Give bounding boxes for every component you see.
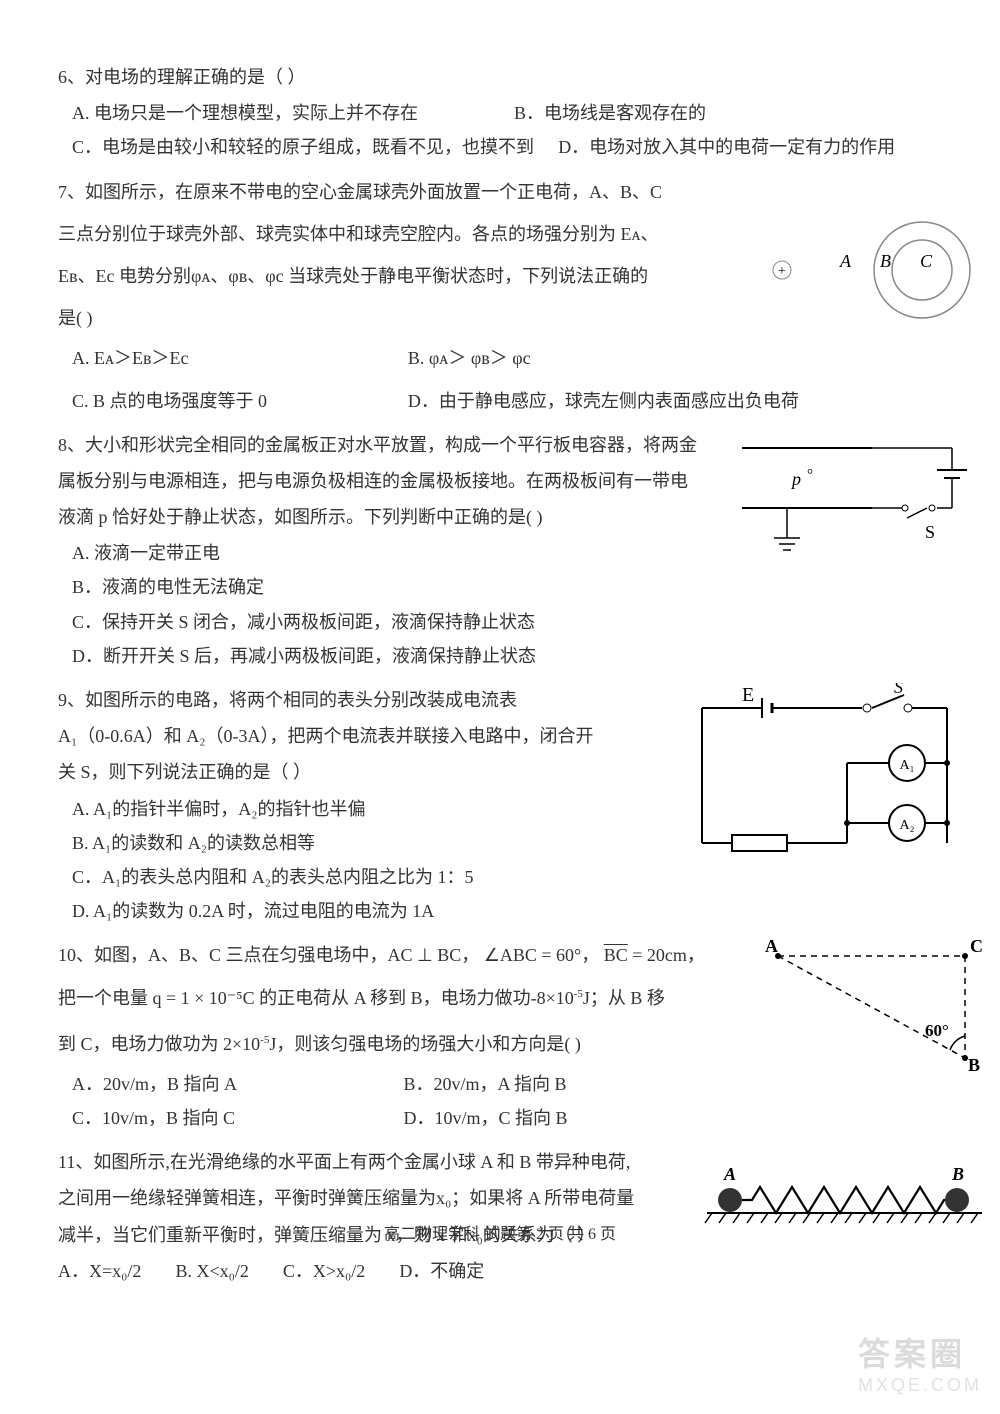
q10-s1c: BC [604, 945, 628, 965]
q11-opt-c: C．X>x₀/2 [283, 1254, 365, 1288]
q7-stem-1: 7、如图所示，在原来不带电的空心金属球壳外面放置一个正电荷，A、B、C [58, 175, 942, 209]
q8-dot: ° [807, 467, 813, 483]
q10-s3b: -5 [260, 1034, 269, 1046]
q10-opt-a: A．20v/m，B 指向 A [58, 1067, 390, 1101]
q10-s2b: -5 [574, 988, 583, 1000]
q7-opt-c: C. B 点的电场强度等于 0 [58, 384, 394, 418]
q7-opt-a: A. Eᴀ＞Eв＞Eс [58, 341, 394, 375]
q10-opt-d: D．10v/m，C 指向 B [390, 1101, 722, 1135]
q8-opt-d: D．断开开关 S 后，再减小两极板间距，液滴保持静止状态 [58, 639, 942, 673]
page-footer: 高二物理学科 试题第 2 页 共 6 页 [0, 1220, 1000, 1244]
question-8: 8、大小和形状完全相同的金属板正对水平放置，构成一个平行板电容器，将两金 属板分… [58, 428, 942, 673]
q10-label-a: A [765, 938, 778, 956]
question-9: 9、如图所示的电路，将两个相同的表头分别改装成电流表 A₁（0-0.6A）和 A… [58, 683, 942, 928]
q10-options: A．20v/m，B 指向 A B．20v/m，A 指向 B C．10v/m，B … [58, 1067, 721, 1135]
q7-opt-d: D．由于静电感应，球壳左侧内表面感应出负电荷 [394, 384, 942, 418]
q9-label-a1: A₁ [900, 758, 915, 773]
question-11: 11、如图所示,在光滑绝缘的水平面上有两个金属小球 A 和 B 带异种电荷, 之… [58, 1145, 942, 1288]
q6-opt-b: B．电场线是客观存在的 [500, 96, 942, 130]
q7-options: A. Eᴀ＞Eв＞Eс B. φᴀ＞ φв＞ φс C. B 点的电场强度等于 … [58, 341, 942, 417]
q6-opt-a: A. 电场只是一个理想模型，实际上并不存在 [58, 96, 500, 130]
q9-figure: E S A₁ A₂ [682, 683, 972, 863]
q6-stem: 6、对电场的理解正确的是（ ） [58, 60, 942, 94]
q6-options: A. 电场只是一个理想模型，实际上并不存在 B．电场线是客观存在的 C．电场是由… [58, 96, 942, 164]
watermark-top: 答案圈 [858, 1329, 982, 1375]
watermark-bottom: MXQE.COM [858, 1375, 982, 1396]
watermark: 答案圈 MXQE.COM [858, 1329, 982, 1396]
q11-options: A．X=x₀/2 B. X<x₀/2 C．X>x₀/2 D．不确定 [58, 1254, 942, 1288]
q10-label-ang: 60° [925, 1021, 949, 1040]
question-7: 7、如图所示，在原来不带电的空心金属球壳外面放置一个正电荷，A、B、C 三点分别… [58, 175, 942, 418]
q11-opt-b: B. X<x₀/2 [175, 1254, 248, 1288]
q9-opt-c: C．A₁的表头总内阻和 A₂的表头总内阻之比为 1：5 [58, 860, 942, 894]
q10-opt-b: B．20v/m，A 指向 B [390, 1067, 722, 1101]
q10-label-c: C [970, 938, 983, 956]
q10-s1d: = 20cm， [632, 945, 705, 965]
q11-label-b: B [951, 1165, 964, 1184]
q7-opt-b: B. φᴀ＞ φв＞ φс [394, 341, 942, 375]
q9-label-e: E [742, 684, 754, 706]
q11-opt-d: D．不确定 [399, 1254, 484, 1288]
q6-opt-d: D．电场对放入其中的电荷一定有力的作用 [544, 130, 942, 164]
q8-label-s: S [925, 522, 935, 542]
question-10: 10、如图，A、B、C 三点在匀强电场中，AC ⊥ BC， ∠ABC = 60°… [58, 938, 942, 1135]
q10-figure: A C B 60° [760, 938, 990, 1078]
q8-label-p: p [790, 469, 801, 489]
q8-figure: p ° S [722, 430, 982, 570]
q10-s3a: 到 C，电场力做功为 2×10 [58, 1034, 260, 1054]
q10-opt-c: C．10v/m，B 指向 C [58, 1101, 390, 1135]
q10-label-b: B [968, 1055, 980, 1075]
q9-label-a2: A₂ [900, 818, 915, 833]
q8-opt-c: C．保持开关 S 闭合，减小两极板间距，液滴保持静止状态 [58, 605, 942, 639]
q10-s3c: J，则该匀强电场的场强大小和方向是( ) [269, 1034, 581, 1054]
q10-s1a: 10、如图，A、B、C 三点在匀强电场中，AC ⊥ BC， [58, 945, 479, 965]
q7-label-c: C [920, 251, 933, 271]
q10-s2a: 把一个电量 q = 1 × 10⁻⁵C 的正电荷从 A 移到 B，电场力做功-8… [58, 988, 574, 1008]
q8-opt-b: B．液滴的电性无法确定 [58, 570, 942, 604]
q6-opt-c: C．电场是由较小和较轻的原子组成，既看不见，也摸不到 [58, 130, 544, 164]
q10-s1b: ∠ABC = 60°， [484, 945, 600, 965]
q10-s2c: J；从 B 移 [583, 988, 665, 1008]
q9-opt-d: D. A₁的读数为 0.2A 时，流过电阻的电流为 1A [58, 894, 942, 928]
q7-figure: + A B C [762, 215, 982, 345]
q7-label-a: A [839, 251, 852, 271]
question-6: 6、对电场的理解正确的是（ ） A. 电场只是一个理想模型，实际上并不存在 B．… [58, 60, 942, 165]
q7-plus-label: + [778, 264, 786, 279]
q11-opt-a: A．X=x₀/2 [58, 1254, 141, 1288]
q9-label-s: S [894, 683, 903, 697]
q7-label-b: B [880, 251, 891, 271]
q11-label-a: A [723, 1165, 736, 1184]
